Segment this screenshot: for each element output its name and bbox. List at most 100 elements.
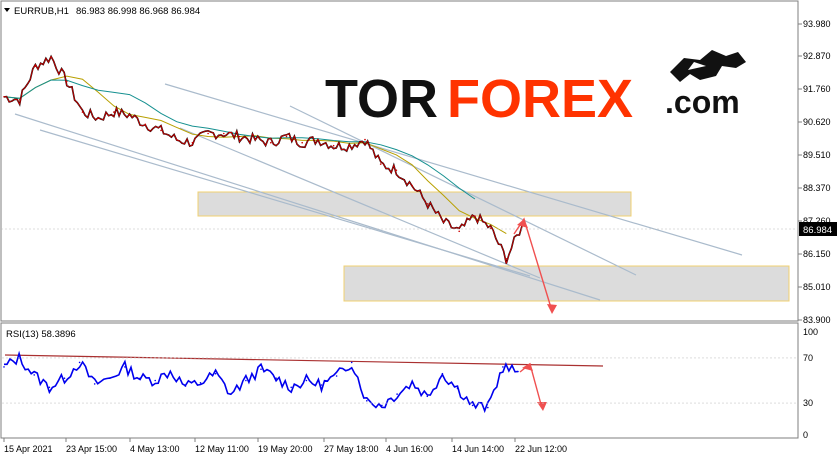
price-tick-label: 89.510 [803,150,831,160]
rsi-point [456,387,459,390]
price-point [97,117,99,119]
price-point [207,132,209,135]
time-tick-label: 4 May 13:00 [130,444,180,454]
rsi-panel-frame [0,322,799,439]
price-point [160,129,162,132]
logo-text-com: .com [665,84,740,120]
forecast-arrow-main [513,217,557,314]
rsi-point [33,374,35,376]
time-tick-label: 4 Jun 16:00 [386,444,433,454]
price-point [411,184,413,187]
price-point [379,163,382,165]
price-tick-label: 92.870 [803,51,831,61]
logo-text-tor: TOR [325,69,438,129]
rsi-point [169,370,172,373]
channel-line-mid-2 [179,127,541,279]
rsi-point [350,361,353,364]
rsi-point [63,377,66,380]
current-price-label: 86.984 [803,225,832,236]
price-point [332,144,335,147]
price-tick-label: 83.900 [803,315,831,325]
price-point [34,65,37,67]
price-point [18,99,21,101]
rsi-point [124,366,126,368]
rsi-point [199,382,202,384]
rsi-point [335,375,338,377]
rsi-point [290,386,293,389]
symbol-marker-icon [4,8,10,12]
price-point [348,144,351,147]
rsi-axis: 100 70 30 0 [2,327,818,440]
moving-averages [3,75,507,235]
current-price-box [799,222,837,236]
price-point [317,138,319,141]
rsi-point [517,370,519,373]
rsi-point [471,404,474,407]
price-tick-label: 87.260 [803,216,831,226]
rsi-point [230,393,232,395]
rsi-point [305,379,308,382]
channel-line-lower-1 [14,113,601,301]
chart-symbol-label: EURRUB,H1 [14,6,69,17]
rsi-tick-label: 30 [803,398,813,408]
time-tick-label: 19 May 20:00 [258,444,313,454]
rsi-point [245,379,247,382]
moving-average-fast [3,75,507,235]
rsi-tick-label: 70 [803,353,813,363]
time-tick-label: 23 Apr 15:00 [66,444,117,454]
rsi-point [48,386,51,389]
torforex-logo: TOR FOREX .com [325,50,746,129]
rsi-point [320,384,323,386]
price-tick-label: 90.620 [803,117,831,127]
chart-ohlc-values: 86.983 86.998 86.968 86.984 [76,6,200,17]
rsi-point [441,372,444,375]
rsi-point [139,377,141,380]
price-tick-label: 85.010 [803,282,831,292]
price-point [223,132,225,135]
price-line [3,55,523,264]
time-tick-label: 27 May 18:00 [324,444,379,454]
rsi-trendline [4,354,604,367]
rsi-point [109,377,111,380]
rsi-point [78,361,81,364]
rsi-point [502,366,504,368]
price-tick-label: 93.980 [803,19,831,29]
price-point [128,114,131,116]
price-point [175,138,178,141]
price-point [474,215,476,217]
price-point [113,111,115,113]
resistance-zone [197,191,632,217]
support-zone [343,265,790,302]
price-point [427,203,429,205]
price-point [191,141,194,144]
price-point [50,56,52,58]
price-point [458,230,461,233]
rsi-point [411,382,414,384]
price-point [505,258,508,260]
price-point [144,123,147,126]
rsi-label: RSI(13) 58.3896 [6,329,76,340]
price-point [364,138,366,141]
price-axis: 93.980 92.870 91.760 90.620 89.510 88.370 87.2… [798,19,831,325]
rsi-point [426,395,429,398]
price-point [254,138,256,141]
rsi-point [154,379,156,382]
price-point [270,141,272,144]
price-point [301,141,304,144]
time-tick-label: 14 Jun 14:00 [452,444,504,454]
price-point [285,135,288,138]
rsi-point [396,393,398,395]
price-tick-label: 91.760 [803,84,831,94]
price-point [81,111,84,113]
rsi-tick-label: 0 [803,430,808,440]
rsi-point [487,406,489,409]
time-tick-label: 12 May 11:00 [195,444,249,454]
rsi-point [214,372,217,375]
moving-average-slow [3,79,476,200]
rsi-point [275,377,277,380]
rsi-point [93,383,96,385]
price-point [442,221,445,223]
rsi-series [3,350,519,414]
